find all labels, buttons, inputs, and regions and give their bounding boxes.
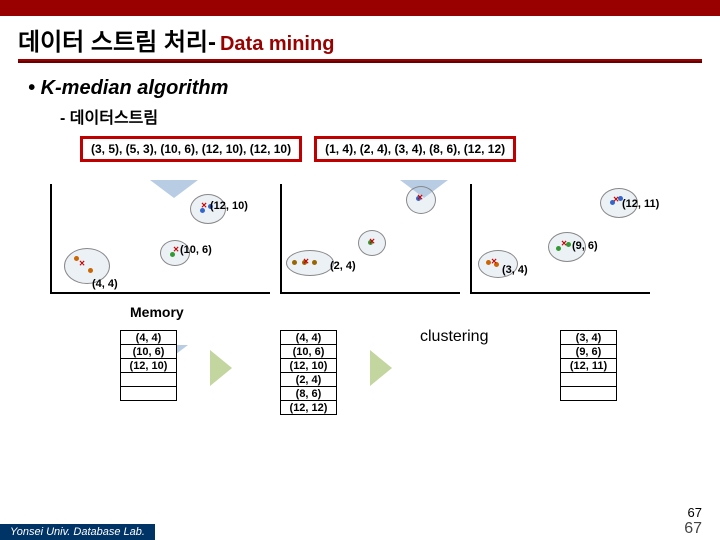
stream-box-1: (3, 5), (5, 3), (10, 6), (12, 10), (12, … xyxy=(80,136,302,162)
memory-table-2: (4, 4)(10, 6)(12, 10)(2, 4)(8, 6)(12, 12… xyxy=(280,330,337,415)
title-row: 데이터 스트림 처리- Data mining xyxy=(0,16,720,59)
memory-table-1: (4, 4)(10, 6)(12, 10) xyxy=(120,330,177,401)
clustering-label: clustering xyxy=(420,328,488,346)
scatter-chart-2: ×××(2, 4) xyxy=(280,184,460,294)
tables-row: (4, 4)(10, 6)(12, 10) (4, 4)(10, 6)(12, … xyxy=(0,320,720,430)
bullet-main: K-median algorithm xyxy=(0,63,720,102)
memory-label: Memory xyxy=(0,298,720,320)
scatter-chart-1: ×××(4, 4)(10, 6)(12, 10) xyxy=(50,184,270,294)
charts-row: ×××(4, 4)(10, 6)(12, 10) ×××(2, 4) ×××(3… xyxy=(0,180,720,298)
right-arrow-icon xyxy=(210,350,232,386)
title-korean: 데이터 스트림 처리- xyxy=(18,22,216,57)
memory-table-3: (3, 4)(9, 6)(12, 11) xyxy=(560,330,617,401)
sub-bullet: 데이터스트림 xyxy=(0,102,720,130)
top-accent-bar xyxy=(0,0,720,16)
right-arrow-icon xyxy=(370,350,392,386)
stream-boxes: (3, 5), (5, 3), (10, 6), (12, 10), (12, … xyxy=(0,130,720,166)
page-number-large: 67 xyxy=(684,520,702,538)
stream-box-2: (1, 4), (2, 4), (3, 4), (8, 6), (12, 12) xyxy=(314,136,516,162)
scatter-chart-3: ×××(3, 4)(9, 6)(12, 11) xyxy=(470,184,650,294)
page-number-small: 67 xyxy=(688,505,702,520)
footer-label: Yonsei Univ. Database Lab. xyxy=(0,524,155,540)
title-english: Data mining xyxy=(220,33,334,56)
